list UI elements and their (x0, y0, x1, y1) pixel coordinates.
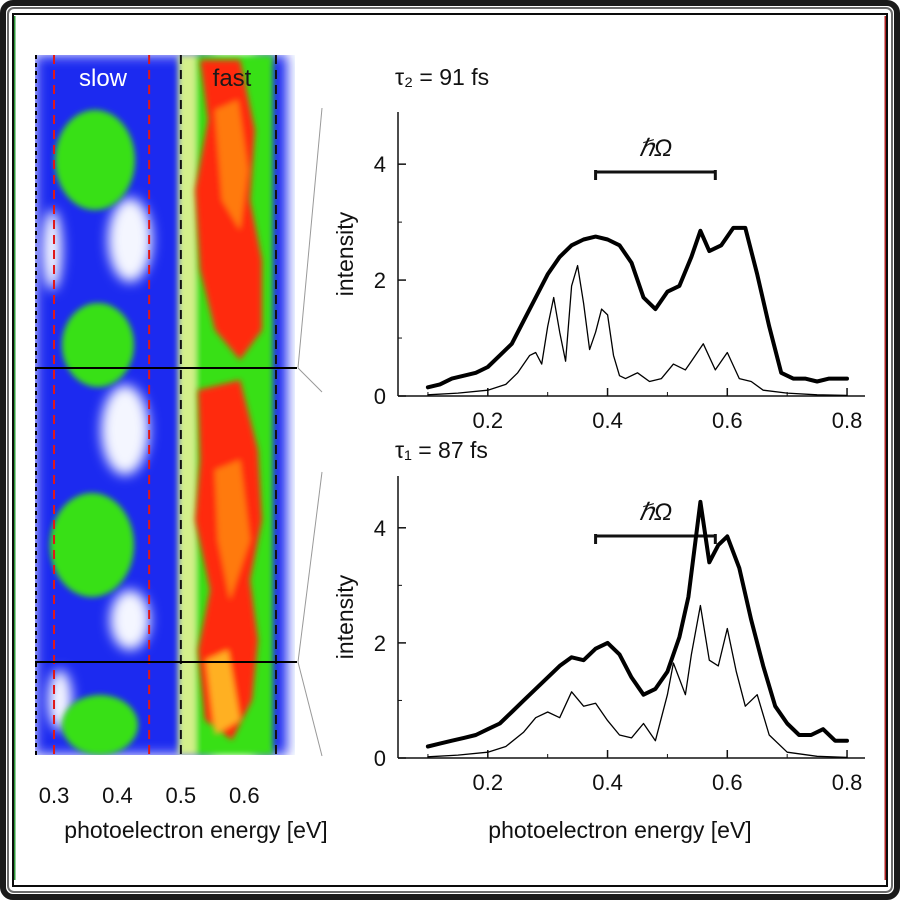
hbar-omega-top (594, 170, 717, 180)
x-tick-label: 0.6 (712, 770, 743, 795)
hbar-omega-label-bottom: ℏΩ (639, 499, 672, 526)
simulated-spectrum-line (427, 264, 848, 397)
heatmap-x-tick-label: 0.5 (166, 783, 197, 808)
spectrum-top-axes: 0 2 4 0.2 0.4 0.6 0.8 (374, 112, 865, 433)
x-tick-label: 0.4 (592, 770, 623, 795)
spectrum-top-lines (425, 225, 849, 397)
y-tick-label: 2 (374, 631, 386, 656)
heatmap-fast-streaks (195, 60, 262, 740)
spectrum-bottom-axes: 0 2 4 0.2 0.4 0.6 0.8 (374, 476, 865, 795)
spectrum-top-y-axis-label: intensity (332, 211, 358, 296)
heatmap-slow-blobs (50, 110, 138, 755)
spectrum-panel-top: τ₂ = 91 fs 0 2 4 0.2 0.4 0.6 0.8 ℏΩ intensity (332, 64, 865, 433)
heatmap-x-tick-label: 0.3 (39, 783, 70, 808)
x-tick-label: 0.8 (832, 408, 863, 433)
y-tick-label: 0 (374, 746, 386, 771)
tau2-annotation: τ₂ = 91 fs (395, 64, 489, 90)
simulated-spectrum-line (427, 604, 848, 759)
heatmap-marker-lines (53, 55, 277, 755)
x-tick-label: 0.2 (473, 408, 504, 433)
cut-connectors (297, 107, 323, 757)
measured-spectrum-line (425, 499, 849, 749)
y-tick-label: 4 (374, 152, 386, 177)
heatmap-panel: slow fast 0.3 0.4 0.5 0.6 photoelectron ene… (35, 55, 328, 843)
tau1-annotation: τ₁ = 87 fs (395, 437, 488, 463)
heatmap-x-tick-label: 0.4 (102, 783, 133, 808)
x-tick-label: 0.6 (712, 408, 743, 433)
x-tick-label: 0.8 (832, 770, 863, 795)
spectrum-x-axis-label: photoelectron energy [eV] (488, 817, 751, 843)
spectrum-bottom-lines (425, 499, 849, 759)
spectrum-bottom-y-axis-label: intensity (332, 574, 358, 659)
heatmap-x-tick-label: 0.6 (229, 783, 260, 808)
y-tick-label: 4 (374, 516, 386, 541)
x-tick-label: 0.2 (473, 770, 504, 795)
heatmap-x-axis-label: photoelectron energy [eV] (64, 817, 327, 843)
y-tick-label: 2 (374, 268, 386, 293)
y-tick-label: 0 (374, 384, 386, 409)
measured-spectrum-line (425, 225, 849, 390)
x-tick-label: 0.4 (592, 408, 623, 433)
label-fast: fast (213, 65, 252, 92)
hbar-omega-label-top: ℏΩ (639, 135, 672, 162)
label-slow: slow (79, 65, 128, 92)
heatmap-x-ticks: 0.3 0.4 0.5 0.6 (39, 783, 260, 808)
